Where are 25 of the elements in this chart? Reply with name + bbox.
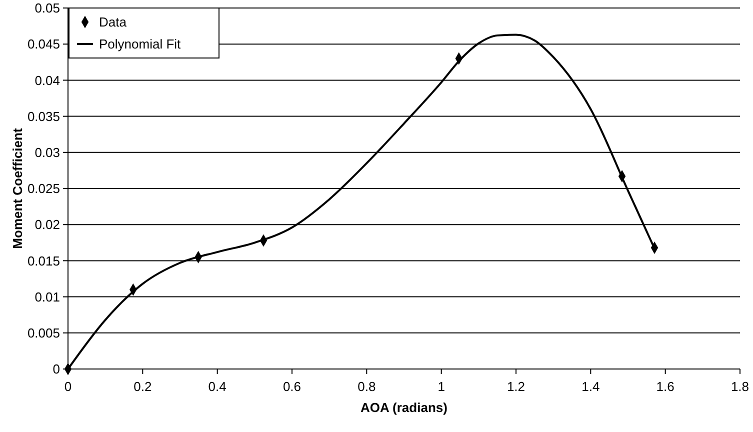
y-tick-label: 0 <box>52 362 60 377</box>
y-tick-label: 0.01 <box>34 289 60 304</box>
y-tick-label: 0.045 <box>27 36 60 52</box>
y-tick-label: 0.04 <box>34 72 60 88</box>
legend-label: Polynomial Fit <box>99 36 182 52</box>
y-tick-label: 0.005 <box>27 325 60 340</box>
x-tick-label: 0 <box>64 379 72 394</box>
y-axis-title: Moment Coefficient <box>10 128 25 249</box>
x-tick-label: 1.2 <box>506 379 526 394</box>
y-tick-label: 0.035 <box>27 108 60 124</box>
y-tick-label: 0.03 <box>34 144 60 160</box>
x-tick-label: 1.8 <box>730 379 750 394</box>
y-tick-label: 0.05 <box>34 0 60 16</box>
x-tick-label: 0.6 <box>282 379 302 394</box>
y-tick-label: 0.02 <box>34 217 60 232</box>
y-tick-label: 0.015 <box>27 253 60 268</box>
y-tick-label: 0.025 <box>27 181 60 196</box>
legend-label: Data <box>99 14 128 30</box>
x-tick-label: 1.6 <box>656 379 674 394</box>
x-axis-title: AOA (radians) <box>360 400 448 415</box>
x-tick-label: 0.4 <box>208 379 226 394</box>
x-tick-label: 0.2 <box>134 379 152 394</box>
x-tick-label: 0.8 <box>358 379 376 394</box>
x-tick-label: 1.4 <box>582 379 600 394</box>
x-tick-label: 1 <box>438 379 445 394</box>
